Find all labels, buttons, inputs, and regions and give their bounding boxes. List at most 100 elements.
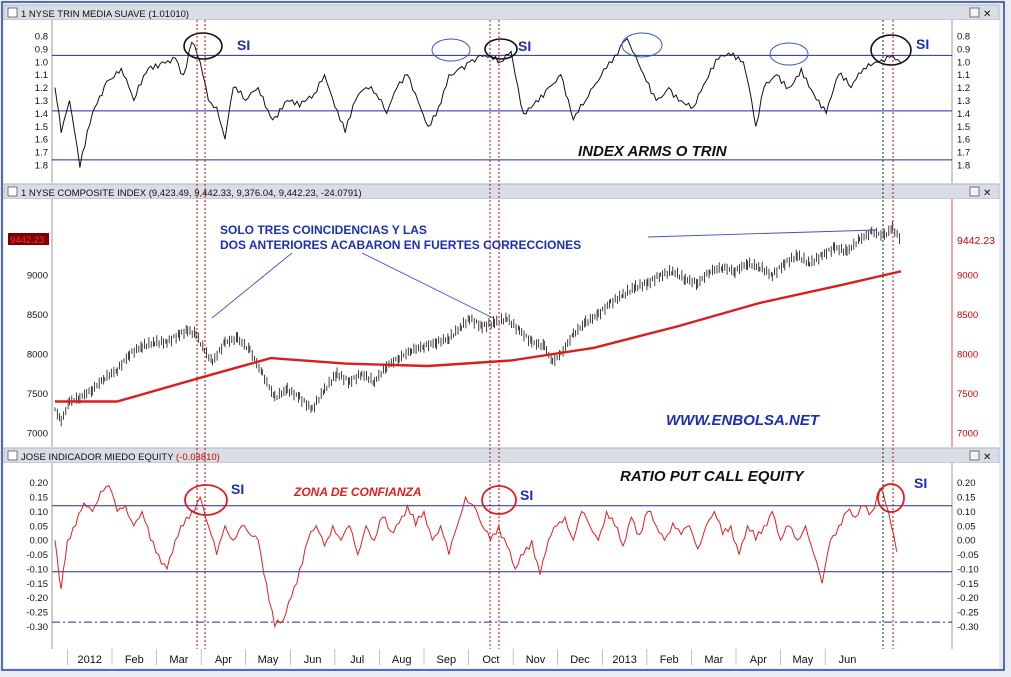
trin-left-tick-label: 1.6 [35, 135, 48, 146]
x-axis-month-label: Jun [304, 654, 322, 666]
fear-left-tick-label: -0.20 [26, 593, 48, 604]
x-axis-month-label: Sep [437, 654, 457, 666]
x-axis-month-label: 2012 [77, 654, 101, 666]
nyse-left-tick-label: 9000 [27, 271, 48, 282]
fear-right-tick-label: -0.30 [957, 622, 979, 633]
nyse-maximize-button[interactable] [969, 186, 980, 197]
nyse-arrow-2 [361, 252, 494, 319]
trin-left-tick-label: 1.0 [35, 57, 48, 68]
trin-right-tick-label: 1.3 [957, 96, 970, 107]
x-axis-month-label: May [793, 654, 814, 666]
fear-left-tick-label: 0.20 [30, 478, 49, 489]
fear-left-tick-label: 0.15 [30, 493, 49, 504]
x-axis-month-label: May [258, 654, 279, 666]
fear-circle-1 [184, 484, 228, 516]
trin-title: 1 NYSE TRIN MEDIA SUAVE (1.01010) [21, 9, 189, 20]
fear-right-tick-label: -0.20 [957, 593, 979, 604]
fear-right-tick-label: -0.10 [957, 564, 979, 575]
trin-close-button[interactable]: ✕ [983, 9, 991, 20]
trin-left-tick-label: 1.2 [35, 83, 48, 94]
trin-plot-area [4, 20, 999, 183]
nyse-arrow-1 [211, 252, 293, 319]
trin-blue-circle-1 [431, 38, 471, 62]
trin-right-tick-label: 1.6 [957, 135, 970, 146]
nyse-left-tick-label: 8000 [27, 350, 48, 361]
trin-series-line [54, 37, 902, 168]
nyse-annotation-line-1: SOLO TRES COINCIDENCIAS Y LAS [220, 223, 427, 237]
nyse-close-button[interactable]: ✕ [983, 188, 991, 199]
x-axis-month-label: Jun [839, 654, 857, 666]
fear-left-tick-label: -0.15 [26, 579, 48, 590]
fear-right-tick-label: -0.15 [957, 579, 979, 590]
fear-left-tick-label: -0.25 [26, 608, 48, 619]
trin-right-tick-label: 1.4 [957, 109, 970, 120]
nyse-right-tick-label: 9000 [957, 271, 978, 282]
x-axis-month-label: Feb [125, 654, 144, 666]
trin-maximize-button[interactable] [969, 7, 980, 18]
fear-right-tick-label: 0.00 [957, 536, 976, 547]
trin-left-tick-label: 0.8 [35, 32, 48, 43]
trin-circle-2 [484, 38, 518, 60]
trin-left-tick-label: 0.9 [35, 44, 48, 55]
fear-plot-area [4, 463, 999, 649]
fear-title: JOSE INDICADOR MIEDO EQUITY (-0.03810) [21, 452, 220, 463]
fear-maximize-button[interactable] [969, 450, 980, 461]
x-axis-month-label: Mar [704, 654, 723, 666]
x-axis-month-label: 2013 [612, 654, 636, 666]
fear-si-label-2: SI [520, 487, 533, 503]
signal-vertical-lines [196, 20, 894, 649]
trin-blue-circle-2 [621, 32, 663, 58]
x-axis-bar [4, 649, 999, 668]
trin-panel-icon[interactable] [7, 7, 18, 18]
x-axis-month-label: Oct [482, 654, 499, 666]
nyse-last-value-right: 9442.23 [957, 235, 995, 247]
trin-left-tick-label: 1.4 [35, 109, 48, 120]
trin-blue-circle-3 [769, 42, 809, 66]
x-axis-month-label: Aug [392, 654, 412, 666]
nyse-left-tick-label: 8500 [27, 310, 48, 321]
fear-si-label-3: SI [914, 475, 927, 491]
nyse-arrow-3 [647, 229, 877, 238]
nyse-right-tick-label: 8500 [957, 310, 978, 321]
nyse-right-tick-label: 8000 [957, 350, 978, 361]
trin-si-label-3: SI [916, 36, 929, 52]
fear-zone-label: ZONA DE CONFIANZA [293, 485, 422, 499]
trin-left-tick-label: 1.8 [35, 161, 48, 172]
trin-si-label-1: SI [237, 37, 250, 53]
fear-left-tick-label: -0.10 [26, 564, 48, 575]
trin-right-tick-label: 0.9 [957, 44, 970, 55]
trin-left-tick-label: 1.3 [35, 96, 48, 107]
fear-left-tick-label: 0.10 [30, 507, 49, 518]
nyse-last-value-box-left [8, 233, 49, 245]
x-axis-month-label: Feb [660, 654, 679, 666]
x-axis: 2012 Feb Mar Apr May Jun Jul Aug Sep Oct Nov Dec 201… [67, 649, 856, 666]
nyse-right-tick-label: 7000 [957, 429, 978, 440]
fear-close-button[interactable]: ✕ [983, 452, 991, 463]
trin-left-tick-label: 1.5 [35, 122, 48, 133]
nyse-panel-icon[interactable] [7, 186, 18, 197]
nyse-right-tick-label: 7500 [957, 389, 978, 400]
fear-si-label-1: SI [231, 481, 244, 497]
fear-right-tick-label: 0.10 [957, 507, 976, 518]
nyse-last-value-left: 9442.23 [10, 235, 44, 246]
trin-right-tick-label: 1.2 [957, 83, 970, 94]
x-axis-month-label: Dec [570, 654, 590, 666]
trin-right-tick-label: 1.1 [957, 70, 970, 81]
trin-circle-3 [870, 34, 912, 66]
fear-right-tick-label: 0.20 [957, 478, 976, 489]
trin-panel: 1 NYSE TRIN MEDIA SUAVE (1.01010) ✕ 0.8 0… [3, 4, 1000, 183]
fear-left-tick-label: 0.00 [30, 536, 49, 547]
nyse-left-tick-label: 7500 [27, 389, 48, 400]
trin-circle-1 [183, 32, 223, 60]
fear-panel-icon[interactable] [7, 450, 18, 461]
fear-left-tick-label: -0.05 [26, 550, 48, 561]
fear-label: RATIO PUT CALL EQUITY [620, 468, 806, 485]
trin-right-tick-label: 1.7 [957, 148, 970, 159]
trin-si-label-2: SI [518, 38, 531, 54]
trin-left-tick-label: 1.1 [35, 70, 48, 81]
trin-label: INDEX ARMS O TRIN [578, 143, 728, 160]
fear-panel: JOSE INDICADOR MIEDO EQUITY (-0.03810) ✕… [3, 447, 1000, 649]
trin-left-tick-label: 1.7 [35, 148, 48, 159]
fear-right-tick-label: 0.15 [957, 493, 976, 504]
x-axis-month-label: Apr [215, 654, 232, 666]
